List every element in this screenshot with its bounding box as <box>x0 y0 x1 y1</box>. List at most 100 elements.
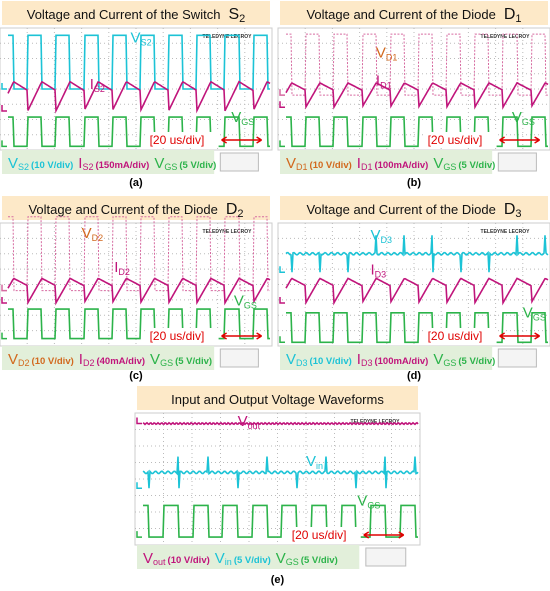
legend-item: ID3 (100mA/div) <box>357 351 429 368</box>
title-symbol-sub: 2 <box>239 13 245 25</box>
legend-item: ID1 (100mA/div) <box>357 155 429 172</box>
legend-scale: (10 V/div) <box>31 160 73 171</box>
ground-marker <box>1 140 7 148</box>
ground-marker <box>1 83 7 90</box>
legend-bar <box>280 346 493 370</box>
legend-bar <box>2 346 215 370</box>
trace <box>7 80 271 114</box>
trace <box>8 308 270 340</box>
scope-readout <box>219 152 259 172</box>
legend-sub: in <box>225 557 232 567</box>
title-symbol: D <box>226 201 238 218</box>
trace-label-main: V <box>306 453 316 470</box>
legend-main: V <box>286 155 296 172</box>
trace-label: VS2 <box>131 30 152 48</box>
legend-sub: GS <box>443 358 456 368</box>
legend-sub: GS <box>160 358 173 368</box>
trace-label-main: V <box>523 305 533 322</box>
legend-main: I <box>357 351 361 368</box>
timebase: [20 us/div] <box>292 528 347 542</box>
legend-main: I <box>79 351 83 368</box>
title-bar <box>137 386 418 410</box>
trace-label-sub: D2 <box>118 267 130 277</box>
legend-item: VD1 (10 V/div) <box>286 155 352 172</box>
legend-item: ID2 (40mA/div) <box>79 351 145 368</box>
legend-item: IS2 (150mA/div) <box>78 155 149 172</box>
trace-label-sub: D1 <box>386 52 398 62</box>
legend-sub: D2 <box>18 358 30 368</box>
timebase: [20 us/div] <box>428 329 483 343</box>
legend-scale: (5 V/div) <box>301 555 338 566</box>
legend-main: V <box>276 550 286 567</box>
legend-item: VGS (5 V/div) <box>154 155 216 172</box>
ground-marker <box>279 266 285 273</box>
legend-main: V <box>8 155 18 172</box>
trace-label-main: I <box>376 72 380 89</box>
legend-bar <box>2 150 215 174</box>
panel-title: Voltage and Current of the Diode D1 <box>306 6 521 25</box>
trace-label: VGS <box>357 492 380 510</box>
panel: Voltage and Current of the Switch S2 TELED… <box>0 1 273 189</box>
ground-marker <box>279 101 285 109</box>
legend-scale: (5 V/div) <box>458 356 495 367</box>
trace-label-sub: GS <box>522 117 535 127</box>
legend-main: V <box>143 550 153 567</box>
legend-scale: (10 V/div) <box>310 160 352 171</box>
trace-label-sub: D3 <box>380 235 392 245</box>
legend-item: Vin (5 V/div) <box>215 550 271 567</box>
trace-label-main: V <box>376 44 386 61</box>
legend-sub: S2 <box>82 162 93 172</box>
timebase-box <box>146 328 219 344</box>
trace-label: VD3 <box>370 227 392 245</box>
trace-label: ID2 <box>114 259 130 277</box>
timebase-arrow <box>221 332 262 340</box>
ground-marker <box>136 531 142 538</box>
trace-label-sub: GS <box>367 500 380 510</box>
timebase-box <box>146 132 219 148</box>
legend-sub: GS <box>164 162 177 172</box>
ground-marker <box>279 140 285 148</box>
panel-title: Voltage and Current of the Diode D3 <box>306 201 521 220</box>
title-symbol: S <box>228 6 239 23</box>
trace-label: VD1 <box>376 44 398 62</box>
trace-label-main: V <box>512 109 522 126</box>
panel: Voltage and Current of the Diode D1 TELEDY… <box>277 1 550 189</box>
title-symbol: D <box>504 201 516 218</box>
legend-scale: (5 V/div) <box>234 555 271 566</box>
panel-title: Voltage and Current of the Diode D2 <box>28 201 243 220</box>
trace-label-sub: GS <box>533 313 546 323</box>
panel-caption: (d) <box>407 370 421 382</box>
trace-label-sub: out <box>248 421 261 431</box>
title-bar <box>2 196 270 220</box>
trace-label: Vin <box>306 453 323 471</box>
legend-bar <box>137 545 360 569</box>
legend-scale: (10 V/div) <box>32 356 74 367</box>
trace-label-sub: S2 <box>94 84 105 94</box>
legend-item: Vout (10 V/div) <box>143 550 210 567</box>
title-symbol-sub: 2 <box>237 208 243 220</box>
title-text: Voltage and Current of the Switch <box>27 7 221 22</box>
scope-brand: TELEDYNE LECROY <box>351 419 401 425</box>
title-bar <box>280 196 548 220</box>
panel: Voltage and Current of the Diode D2 TELEDY… <box>0 196 273 382</box>
legend-item: VD3 (10 V/div) <box>286 351 352 368</box>
ground-marker <box>1 284 7 292</box>
trace-label-sub: D2 <box>92 233 104 243</box>
ground-marker <box>279 89 285 96</box>
ground-marker <box>279 296 285 304</box>
legend-main: I <box>78 155 82 172</box>
legend-item: VS2 (10 V/div) <box>8 155 73 172</box>
legend-sub: D3 <box>296 358 308 368</box>
trace-label-main: V <box>231 109 241 126</box>
timebase-arrow <box>499 332 540 340</box>
timebase-box <box>424 328 497 344</box>
trace-label-sub: S2 <box>141 38 152 48</box>
timebase: [20 us/div] <box>428 133 483 147</box>
legend-scale: (5 V/div) <box>175 356 212 367</box>
trace <box>142 456 419 489</box>
trace <box>285 81 549 111</box>
ground-marker <box>136 417 142 425</box>
legend-scale: (10 V/div) <box>168 555 210 566</box>
legend-main: V <box>433 155 443 172</box>
trace-label-main: V <box>234 292 244 309</box>
